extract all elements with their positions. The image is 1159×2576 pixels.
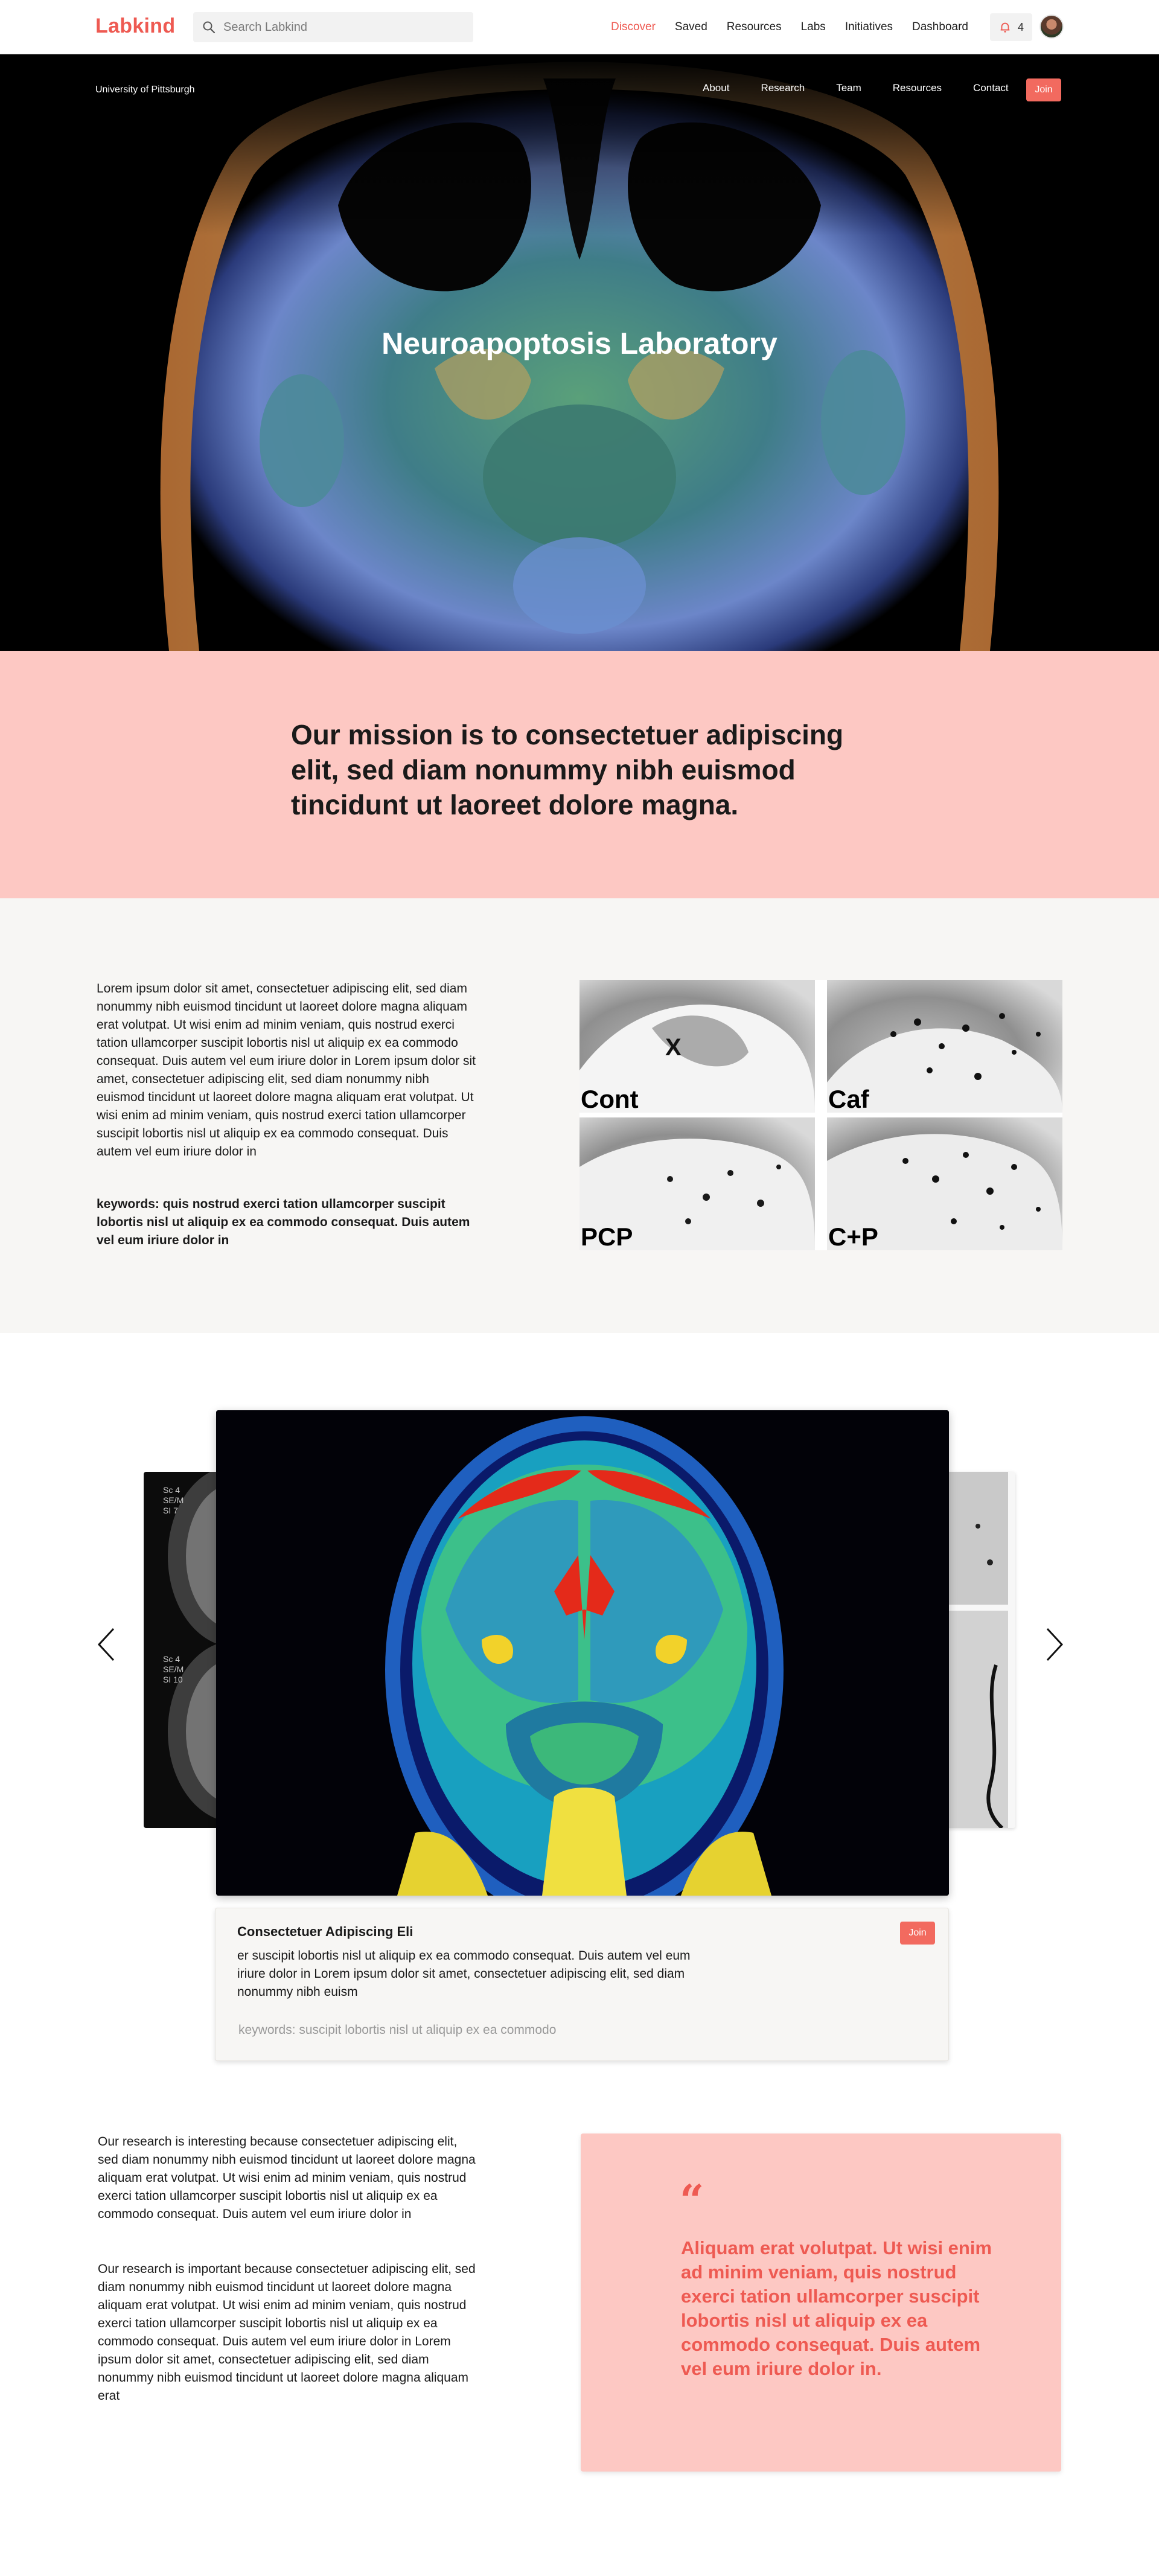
- carousel-slide-next[interactable]: [942, 1472, 1015, 1828]
- quote-icon: “: [680, 2175, 704, 2225]
- lab-nav-research[interactable]: Research: [761, 82, 805, 94]
- panel-caf: Caf: [827, 980, 1062, 1113]
- carousel-next-button[interactable]: [1041, 1626, 1065, 1663]
- main-nav: Discover Saved Resources Labs Initiative…: [611, 0, 988, 54]
- top-navigation: Labkind Discover Saved Resources Labs In…: [0, 0, 1159, 54]
- bell-icon: [1000, 22, 1010, 33]
- panel-cp: C+P: [827, 1117, 1062, 1251]
- lab-nav: About Research Team Resources Contact: [703, 82, 1040, 94]
- nav-saved[interactable]: Saved: [674, 21, 707, 33]
- hero-overlay: [0, 54, 1159, 235]
- research-interesting-text: Our research is interesting because cons…: [98, 2135, 476, 2221]
- about-body: Lorem ipsum dolor sit amet, consectetuer…: [97, 982, 476, 1159]
- quote-card: “ Aliquam erat volutpat. Ut wisi enim ad…: [581, 2133, 1061, 2472]
- nav-labs[interactable]: Labs: [800, 21, 826, 33]
- panel-cont: X Cont: [580, 980, 815, 1113]
- panel-marker: X: [665, 1034, 682, 1061]
- about-section: Lorem ipsum dolor sit amet, consectetuer…: [0, 898, 1159, 1333]
- search-icon: [203, 21, 216, 34]
- lab-title: Neuroapoptosis Laboratory: [382, 327, 777, 360]
- chevron-right-icon: [1046, 1628, 1064, 1661]
- hero-banner: University of Pittsburgh About Research …: [0, 54, 1159, 651]
- nav-discover[interactable]: Discover: [611, 21, 656, 33]
- carousel-prev-button[interactable]: [95, 1626, 120, 1663]
- mri-brain-image: [216, 1410, 949, 1896]
- nav-resources[interactable]: Resources: [726, 21, 782, 33]
- user-avatar[interactable]: [1039, 14, 1064, 39]
- search-bar[interactable]: [193, 12, 473, 42]
- panel-label-cont: Cont: [581, 1085, 639, 1113]
- carousel-slide-prev[interactable]: Sc 4 SE/M SI 7 Sc 4 SE/M SI 10: [144, 1472, 228, 1828]
- microscopy-thumbnail: [942, 1472, 1015, 1828]
- slide-meta-1: Sc 4 SE/M SI 7: [163, 1485, 184, 1515]
- slide-keywords: keywords: suscipit lobortis nisl ut aliq…: [238, 2023, 557, 2037]
- lab-nav-resources[interactable]: Resources: [892, 82, 942, 94]
- microscopy-figure: X Cont Caf: [580, 980, 1062, 1251]
- notification-count: 4: [1017, 21, 1024, 33]
- notifications-button[interactable]: 4: [990, 13, 1032, 41]
- quote-text: Aliquam erat volutpat. Ut wisi enim ad m…: [681, 2237, 992, 2379]
- panel-label-pcp: PCP: [581, 1222, 633, 1250]
- join-button[interactable]: Join: [1026, 78, 1061, 101]
- chevron-left-icon: [97, 1628, 115, 1661]
- panel-label-cp: C+P: [828, 1222, 878, 1250]
- university-name[interactable]: University of Pittsburgh: [95, 85, 195, 95]
- slide-info-card: Consectetuer Adipiscing Eli er suscipit …: [215, 1908, 949, 2061]
- research-section: Our research is interesting because cons…: [0, 2118, 1159, 2576]
- lab-nav-contact[interactable]: Contact: [973, 82, 1009, 94]
- slide-meta-2: Sc 4 SE/M SI 10: [163, 1654, 184, 1684]
- about-keywords: keywords: quis nostrud exerci tation ull…: [97, 1197, 470, 1247]
- brand-logo[interactable]: Labkind: [95, 14, 176, 37]
- nav-initiatives[interactable]: Initiatives: [845, 21, 893, 33]
- search-input[interactable]: [223, 12, 465, 42]
- slide-join-button[interactable]: Join: [900, 1922, 935, 1945]
- mission-statement: Our mission is to consectetuer adipiscin…: [291, 719, 844, 820]
- panel-pcp: PCP: [580, 1117, 815, 1251]
- mri-thumbnail: [168, 1472, 228, 1822]
- lab-nav-about[interactable]: About: [703, 82, 730, 94]
- research-important-text: Our research is important because consec…: [98, 2262, 476, 2403]
- slide-description: er suscipit lobortis nisl ut aliquip ex …: [237, 1949, 691, 1999]
- panel-label-caf: Caf: [828, 1085, 870, 1113]
- slide-title: Consectetuer Adipiscing Eli: [237, 1924, 413, 1939]
- mission-section: Our mission is to consectetuer adipiscin…: [0, 651, 1159, 898]
- nav-dashboard[interactable]: Dashboard: [912, 21, 968, 33]
- lab-nav-team[interactable]: Team: [836, 82, 861, 94]
- carousel-slide-active[interactable]: [216, 1410, 949, 1896]
- image-carousel: Sc 4 SE/M SI 7 Sc 4 SE/M SI 10: [0, 1333, 1159, 2118]
